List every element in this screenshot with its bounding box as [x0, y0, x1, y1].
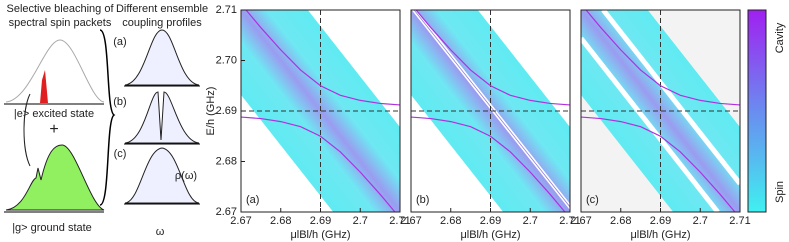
plot-area: [241, 10, 400, 212]
y-tick-label: 2.68: [216, 155, 237, 167]
x-axis-label: μlBl/h (GHz): [290, 229, 350, 241]
x-tick-label: 2.7: [523, 215, 538, 227]
x-axis-label: μlBl/h (GHz): [630, 229, 690, 241]
profile: [124, 147, 200, 204]
text: spectral spin packets: [9, 17, 112, 29]
panel: 2.67 2.68 2.69 2.7 2.71 μlBl/h (GHz) (b): [400, 9, 581, 241]
x-tick-label: 2.69: [650, 215, 671, 227]
x-tick-label: 2.68: [610, 215, 631, 227]
text: (c): [114, 148, 127, 160]
branch-line: [411, 116, 566, 212]
x-tick-label: 2.71: [729, 215, 750, 227]
profile: [124, 29, 200, 86]
x-tick-label: 2.67: [570, 215, 591, 227]
text: Selective bleaching of: [6, 3, 114, 15]
panel-label: (b): [416, 194, 429, 206]
curve: [5, 144, 105, 211]
branch-line: [245, 10, 400, 106]
x-tick-label: 2.71: [389, 215, 410, 227]
text: ρ(ω): [175, 170, 197, 182]
colorbar-box: [747, 9, 767, 213]
panel-label: (c): [586, 194, 599, 206]
x-tick-label: 2.68: [440, 215, 461, 227]
y-tick-label: 2.70: [216, 54, 237, 66]
x-tick-label: 2.69: [480, 215, 501, 227]
panel-label: (a): [246, 194, 259, 206]
text: (b): [113, 96, 126, 108]
x-tick-label: 2.68: [270, 215, 291, 227]
x-tick-label: 2.67: [230, 215, 251, 227]
hole-stripe: [601, 10, 740, 186]
brace: [99, 29, 116, 206]
bleach-schematic: Selective bleaching of spectral spin pac…: [4, 3, 116, 234]
branch-line: [585, 10, 740, 106]
plot-area: [581, 10, 740, 212]
hole-stripe: [581, 36, 720, 212]
y-tick-label: 2.67: [216, 206, 237, 218]
text: |g> ground state: [12, 222, 92, 234]
arrow: [23, 93, 31, 167]
branch-line: [415, 10, 570, 106]
profile-schematic: Different ensemble coupling profiles (a)…: [113, 3, 208, 238]
x-tick-label: 2.67: [400, 215, 421, 227]
hole-line: [413, 10, 570, 208]
x-tick-label: 2.7: [693, 215, 708, 227]
colorbar-label: Cavity: [774, 22, 786, 53]
profile: [124, 91, 200, 144]
panel: 2.67 2.68 2.69 2.7 2.71 μlBl/h (GHz) (c): [570, 9, 751, 241]
colorbar-label: Spin: [774, 181, 786, 203]
curve: [5, 39, 105, 103]
branch-line: [241, 116, 396, 212]
bleached-packet: [40, 70, 48, 103]
text: coupling profiles: [122, 17, 202, 29]
y-tick-label: 2.69: [216, 105, 237, 117]
plot-area: [411, 10, 570, 212]
y-tick-label: 2.71: [216, 4, 237, 16]
x-tick-label: 2.69: [310, 215, 331, 227]
text: (a): [113, 36, 126, 48]
y-axis-label: E/h (GHz): [205, 87, 217, 136]
x-axis-label: μlBl/h (GHz): [460, 229, 520, 241]
panel: 2.67 2.68 2.69 2.7 2.71 μlBl/h (GHz) (a) 2.67 2.…: [205, 4, 411, 241]
branch-line: [581, 116, 736, 212]
text: Different ensemble: [116, 3, 208, 15]
text: +: [49, 121, 58, 138]
x-tick-label: 2.71: [559, 215, 580, 227]
colorbar: Cavity Spin: [747, 9, 786, 213]
text: ω: [156, 226, 165, 238]
text: |e> excited state: [14, 108, 94, 120]
x-tick-label: 2.7: [353, 215, 368, 227]
